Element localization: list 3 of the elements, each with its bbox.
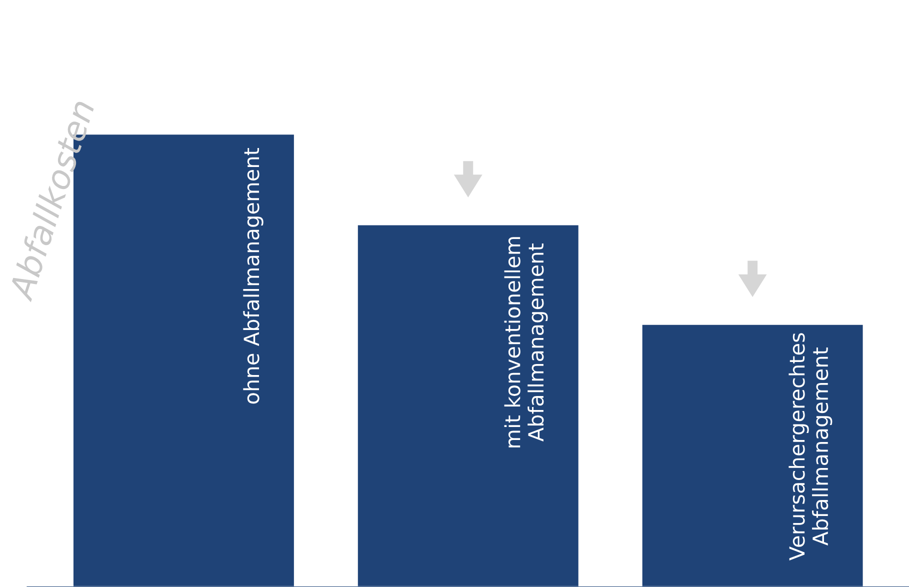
x-tick-label: mit konventionellem Abfallmanagement [504,237,548,448]
x-tick-label: Verursachergerechtes Abfallmanagement [788,333,832,560]
x-tick-label: ohne Abfallmanagement [243,148,264,404]
